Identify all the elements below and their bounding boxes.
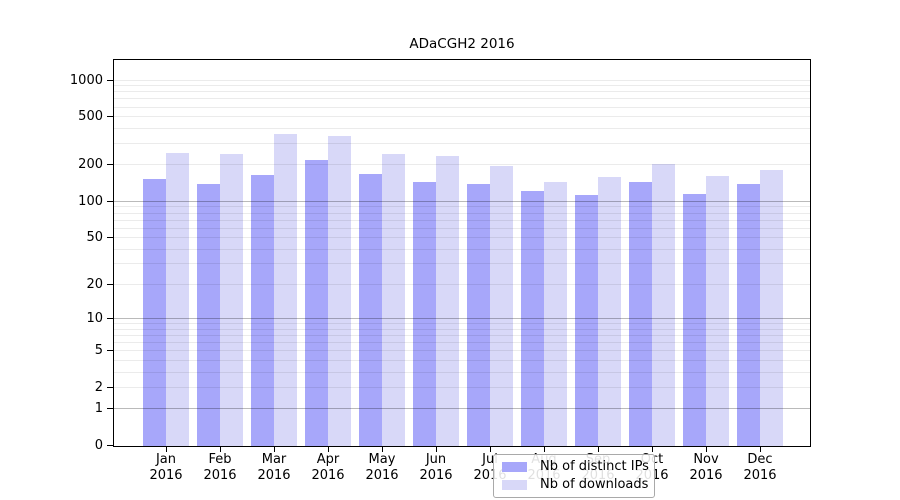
y-tick-label-1000: 1000	[69, 72, 103, 88]
legend-swatch-distinct-ips	[502, 462, 527, 472]
x-tick-mark-jun	[436, 446, 437, 452]
bar-nov-ips	[683, 193, 706, 446]
x-tick-mark-aug	[544, 446, 545, 452]
bar-may-downloads	[382, 153, 405, 446]
bar-oct-downloads	[652, 164, 675, 446]
bar-aug-downloads	[544, 182, 567, 446]
y-tick-label-10: 10	[86, 311, 103, 327]
y-tick-mark-10	[107, 318, 113, 320]
y-tick-mark-100	[107, 200, 113, 202]
x-tick-mark-oct	[652, 446, 653, 452]
x-tick-mark-jan	[166, 446, 167, 452]
bar-apr-downloads	[328, 135, 351, 446]
chart-title: ADaCGH2 2016	[409, 36, 515, 52]
legend: Nb of distinct IPs Nb of downloads	[493, 454, 655, 498]
x-tick-label-jun: Jun 2016	[419, 452, 453, 483]
y-tick-mark-20	[107, 283, 113, 285]
y-tick-mark-1	[107, 408, 113, 410]
legend-label: Nb of distinct IPs	[540, 459, 649, 474]
y-tick-mark-50	[107, 237, 113, 239]
bar-jan-ips	[143, 178, 166, 446]
bar-feb-ips	[197, 183, 220, 446]
x-tick-mark-may	[382, 446, 383, 452]
bar-may-ips	[359, 173, 382, 446]
x-tick-label-nov: Nov 2016	[689, 452, 723, 483]
x-tick-mark-dec	[760, 446, 761, 452]
legend-label: Nb of downloads	[540, 477, 649, 492]
x-tick-label-feb: Feb 2016	[203, 452, 237, 483]
bar-sep-downloads	[598, 176, 621, 446]
x-tick-label-may: May 2016	[365, 452, 399, 483]
bar-jul-downloads	[490, 165, 513, 446]
x-tick-mark-apr	[328, 446, 329, 452]
bar-oct-ips	[629, 182, 652, 446]
y-tick-label-2: 2	[94, 379, 103, 395]
y-tick-mark-0	[107, 445, 113, 446]
bar-sep-ips	[575, 195, 598, 446]
y-tick-label-0: 0	[94, 438, 103, 453]
bar-nov-downloads	[706, 175, 729, 446]
bar-apr-ips	[305, 160, 328, 446]
bar-mar-ips	[251, 174, 274, 446]
x-tick-mark-mar	[274, 446, 275, 452]
x-tick-mark-sep	[598, 446, 599, 452]
bar-jan-downloads	[166, 152, 189, 446]
x-tick-mark-nov	[706, 446, 707, 452]
plot-area: Nb of distinct IPs Nb of downloads	[113, 59, 811, 498]
bar-aug-ips	[521, 191, 544, 446]
legend-swatch-downloads	[502, 480, 527, 490]
x-tick-label-jan: Jan 2016	[149, 452, 183, 483]
x-tick-mark-feb	[220, 446, 221, 452]
y-tick-label-50: 50	[86, 230, 103, 246]
bar-jun-downloads	[436, 155, 459, 446]
bar-feb-downloads	[220, 153, 243, 446]
y-tick-mark-500	[107, 116, 113, 118]
bar-jul-ips	[467, 183, 490, 446]
y-tick-label-200: 200	[78, 157, 103, 173]
y-tick-mark-200	[107, 164, 113, 166]
bar-mar-downloads	[274, 134, 297, 446]
legend-item-distinct-ips: Nb of distinct IPs	[500, 459, 649, 474]
y-tick-mark-5	[107, 350, 113, 352]
legend-item-downloads: Nb of downloads	[500, 478, 648, 492]
y-tick-mark-1000	[107, 79, 113, 81]
y-tick-label-1: 1	[94, 401, 103, 417]
y-tick-mark-2	[107, 386, 113, 388]
bars-layer	[114, 60, 810, 446]
x-tick-label-mar: Mar 2016	[257, 452, 291, 483]
bar-dec-ips	[737, 184, 760, 446]
x-tick-mark-jul	[490, 446, 491, 452]
x-tick-label-dec: Dec 2016	[743, 452, 777, 483]
bar-jun-ips	[413, 181, 436, 446]
y-tick-label-500: 500	[78, 109, 103, 125]
bar-dec-downloads	[760, 169, 783, 446]
x-tick-label-apr: Apr 2016	[311, 452, 345, 483]
y-tick-label-100: 100	[78, 193, 103, 209]
y-tick-label-5: 5	[94, 343, 103, 359]
y-tick-label-20: 20	[86, 276, 103, 292]
